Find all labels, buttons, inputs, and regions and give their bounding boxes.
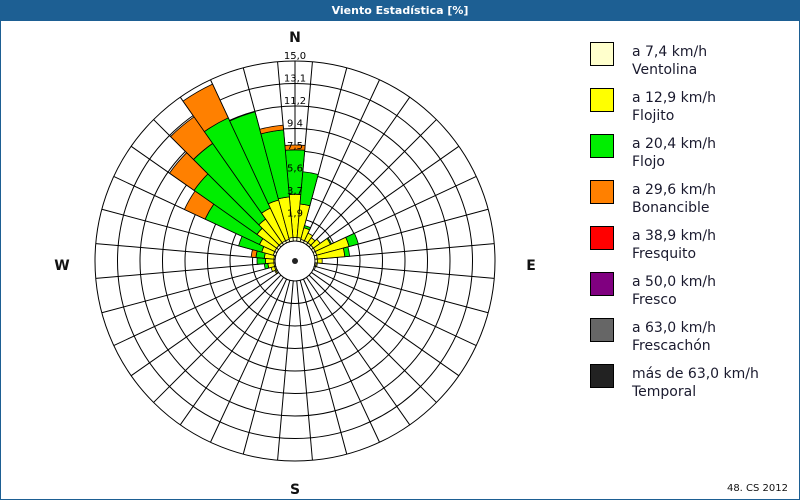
grid-spoke — [314, 262, 495, 279]
legend-swatch — [590, 318, 614, 342]
radial-tick-label: 9,4 — [287, 119, 303, 130]
grid-spoke — [113, 268, 278, 346]
legend-item-flojo: a 20,4 km/h Flojo — [590, 134, 790, 180]
legend-name: Ventolina — [632, 62, 698, 78]
grid-spoke — [130, 272, 279, 377]
grid-spoke — [277, 280, 294, 461]
grid-spoke — [311, 272, 460, 377]
wind-bar-flojo — [303, 224, 312, 231]
legend-speed: a 12,9 km/h — [632, 90, 716, 106]
legend-item-frescach-n: a 63,0 km/h Frescachón — [590, 318, 790, 364]
legend-speed: más de 63,0 km/h — [632, 366, 759, 382]
grid-spoke — [308, 274, 437, 403]
wind-bar-bonancible — [182, 83, 229, 133]
legend-swatch — [590, 134, 614, 158]
legend-item-fresco: a 50,0 km/h Fresco — [590, 272, 790, 318]
grid-spoke — [302, 278, 380, 443]
legend-item-temporal: más de 63,0 km/h Temporal — [590, 364, 790, 410]
grid-spoke — [179, 277, 284, 426]
legend-name: Bonancible — [632, 200, 710, 216]
wind-bar-flojo — [342, 246, 351, 258]
legend-item-fresquito: a 38,9 km/h Fresquito — [590, 226, 790, 272]
center-hub — [292, 258, 298, 264]
wind-rose-area: 1,9 3,7 5,6 7,5 9,4 11,2 13,1 15,0 N S W E — [0, 21, 560, 500]
grid-spoke — [308, 119, 437, 248]
legend-speed: a 63,0 km/h — [632, 320, 716, 336]
wind-bar-flojo — [263, 262, 270, 270]
legend-swatch — [590, 226, 614, 250]
legend-item-flojito: a 12,9 km/h Flojito — [590, 88, 790, 134]
legend-name: Fresquito — [632, 246, 697, 262]
grid-spoke — [306, 96, 411, 245]
footer-note: 48. CS 2012 — [726, 483, 788, 494]
grid-spoke — [296, 280, 313, 461]
legend-speed: a 20,4 km/h — [632, 136, 716, 152]
grid-spoke — [242, 280, 291, 455]
wind-bar-flojo — [345, 232, 359, 247]
wind-bar-bonancible — [259, 124, 284, 135]
legend-speed: a 29,6 km/h — [632, 182, 716, 198]
grid-spoke — [311, 145, 460, 250]
legend-name: Frescachón — [632, 338, 711, 354]
compass-north-label: N — [289, 30, 301, 46]
legend-item-ventolina: a 7,4 km/h Ventolina — [590, 42, 790, 88]
grid-spoke — [314, 265, 489, 314]
wind-bar-flojo — [229, 111, 280, 205]
radial-tick-label: 3,7 — [287, 186, 303, 197]
compass-east-label: E — [526, 258, 536, 274]
wind-rose-chart: 1,9 3,7 5,6 7,5 9,4 11,2 13,1 15,0 N S W E — [54, 30, 536, 498]
wind-bar-bonancible — [284, 144, 306, 151]
radial-tick-label: 1,9 — [287, 209, 303, 220]
chart-title: Viento Estadística [%] — [0, 0, 800, 21]
legend-speed: a 7,4 km/h — [632, 44, 708, 60]
wind-bar-flojito — [303, 232, 314, 244]
grid-spoke — [306, 277, 411, 426]
grid-spoke — [312, 268, 477, 346]
legend-name: Flojito — [632, 108, 675, 124]
wind-bar-ventolina — [312, 265, 316, 271]
legend-swatch — [590, 88, 614, 112]
legend-swatch — [590, 272, 614, 296]
legend-name: Temporal — [632, 384, 697, 400]
radial-tick-label: 15,0 — [284, 51, 306, 62]
compass-west-label: W — [54, 258, 69, 274]
legend-swatch — [590, 364, 614, 388]
legend-item-bonancible: a 29,6 km/h Bonancible — [590, 180, 790, 226]
grid-spoke — [302, 79, 380, 244]
radial-tick-label: 5,6 — [287, 164, 303, 175]
radial-tick-label: 13,1 — [284, 74, 306, 85]
compass-south-label: S — [290, 482, 300, 498]
wind-bar-flojo — [299, 171, 319, 207]
wind-bar-flojito — [316, 258, 323, 264]
legend-swatch — [590, 180, 614, 204]
legend-speed: a 38,9 km/h — [632, 228, 716, 244]
grid-spoke — [299, 280, 348, 455]
grid-spoke — [153, 274, 282, 403]
grid-spoke — [101, 265, 276, 314]
grid-spoke — [210, 278, 288, 443]
legend-swatch — [590, 42, 614, 66]
grid-spoke — [95, 243, 276, 260]
legend-speed: a 50,0 km/h — [632, 274, 716, 290]
legend-name: Fresco — [632, 292, 677, 308]
radial-tick-label: 7,5 — [287, 141, 303, 152]
wind-bar-flojito — [314, 262, 318, 268]
grid-spoke — [95, 262, 276, 279]
radial-tick-label: 11,2 — [284, 96, 306, 107]
legend-name: Flojo — [632, 154, 665, 170]
legend: a 7,4 km/h Ventolina a 12,9 km/h Flojito a 2… — [590, 42, 790, 410]
